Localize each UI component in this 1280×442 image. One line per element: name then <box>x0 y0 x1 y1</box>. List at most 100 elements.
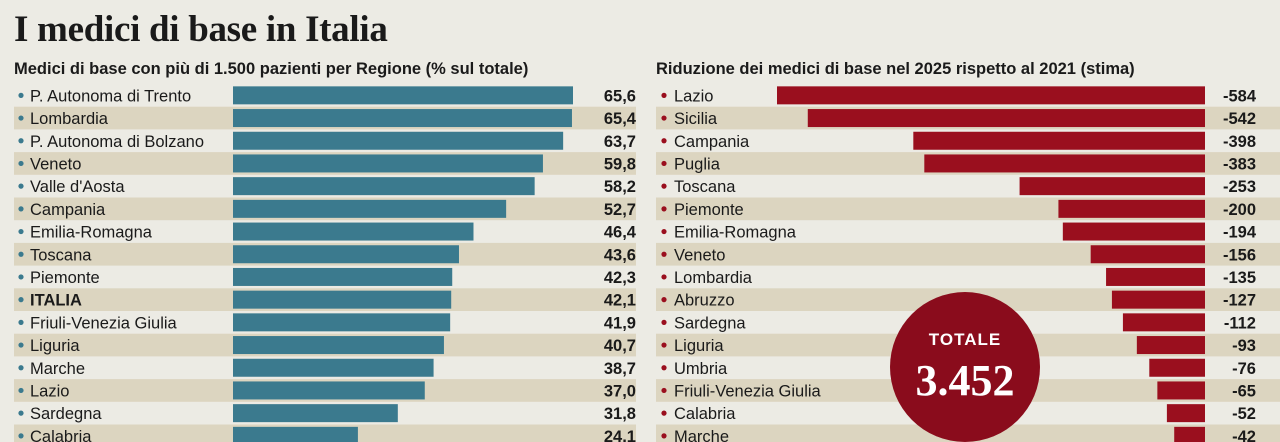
bar <box>1122 313 1205 332</box>
bullet-dot <box>661 387 667 394</box>
value-label: -42 <box>1232 428 1256 442</box>
value-label: 42,1 <box>604 292 636 310</box>
value-label: -584 <box>1223 87 1257 105</box>
value-label: 52,7 <box>604 201 636 219</box>
bar <box>1157 381 1205 400</box>
bullet-dot <box>661 206 667 212</box>
bar <box>233 177 535 196</box>
bar <box>1166 404 1205 423</box>
bullet-dot <box>18 251 24 257</box>
category-label: Toscana <box>674 178 736 196</box>
bar <box>233 358 434 377</box>
bullet-dot <box>661 319 667 325</box>
bullet-dot <box>18 92 24 98</box>
bar <box>233 199 507 218</box>
category-label: Puglia <box>674 155 721 173</box>
category-label: Lazio <box>674 87 713 105</box>
bar <box>233 245 459 264</box>
value-label: -112 <box>1224 314 1256 332</box>
category-label: Veneto <box>30 155 81 173</box>
category-label: Marche <box>674 428 729 442</box>
category-label: P. Autonoma di Trento <box>30 87 191 105</box>
bullet-dot <box>18 433 24 439</box>
bar <box>233 222 474 241</box>
bar <box>777 86 1205 105</box>
value-label: 46,4 <box>604 224 637 242</box>
bullet-dot <box>661 342 667 348</box>
category-label: Campania <box>674 133 750 151</box>
bar <box>233 313 451 332</box>
value-label: -542 <box>1223 110 1256 128</box>
category-label: Calabria <box>30 428 92 442</box>
bar <box>233 336 444 355</box>
total-value: 3.452 <box>915 356 1015 405</box>
bullet-dot <box>18 342 24 348</box>
category-label: Marche <box>30 360 85 378</box>
value-label: -76 <box>1232 360 1256 378</box>
value-label: -194 <box>1223 224 1257 242</box>
bar <box>1111 290 1205 309</box>
bullet-dot <box>18 297 24 303</box>
bar <box>233 290 452 309</box>
category-label: Lazio <box>30 382 69 400</box>
category-label: ITALIA <box>30 292 82 310</box>
bullet-dot <box>661 410 667 416</box>
bar <box>233 426 358 442</box>
category-label: Lombardia <box>30 110 109 128</box>
category-label: Sardegna <box>674 314 746 332</box>
total-badge: TOTALE 3.452 <box>890 292 1040 442</box>
value-label: -253 <box>1223 178 1256 196</box>
category-label: Toscana <box>30 246 92 264</box>
bullet-dot <box>661 138 667 144</box>
value-label: 65,6 <box>604 87 636 105</box>
value-label: 40,7 <box>604 337 636 355</box>
bar <box>1136 336 1205 355</box>
page-title: I medici di base in Italia <box>14 9 388 50</box>
category-label: Umbria <box>674 360 728 378</box>
value-label: -65 <box>1232 382 1256 400</box>
category-label: Abruzzo <box>674 292 735 310</box>
category-label: Sardegna <box>30 405 102 423</box>
bullet-dot <box>18 206 24 212</box>
bullet-dot <box>661 251 667 257</box>
value-label: 65,4 <box>604 110 637 128</box>
patients-bar-chart: P. Autonoma di Trento 65,6 Lombardia 65,4 P.… <box>14 86 637 442</box>
bar <box>1106 267 1205 286</box>
value-label: -127 <box>1223 292 1256 310</box>
category-label: Campania <box>30 201 106 219</box>
category-label: Lombardia <box>674 269 753 287</box>
value-label: 43,6 <box>604 246 636 264</box>
category-label: Emilia-Romagna <box>30 224 153 242</box>
category-label: Piemonte <box>674 201 744 219</box>
bullet-dot <box>18 365 24 371</box>
value-label: -383 <box>1223 155 1256 173</box>
bullet-dot <box>18 183 24 189</box>
right-chart-title: Riduzione dei medici di base nel 2025 ri… <box>656 60 1135 78</box>
reduction-bar-chart: Lazio -584 Sicilia -542 Campania -398 Puglia -3… <box>656 86 1280 442</box>
category-label: Liguria <box>674 337 724 355</box>
value-label: -156 <box>1223 246 1256 264</box>
bar <box>924 154 1205 173</box>
left-chart-title: Medici di base con più di 1.500 pazienti… <box>14 60 529 78</box>
value-label: 63,7 <box>604 133 636 151</box>
category-label: Emilia-Romagna <box>674 224 797 242</box>
bar <box>1058 199 1205 218</box>
bullet-dot <box>18 387 24 394</box>
value-label: 59,8 <box>604 155 636 173</box>
bullet-dot <box>661 274 667 280</box>
bar <box>233 381 425 400</box>
bullet-dot <box>18 160 24 167</box>
bullet-dot <box>661 365 667 371</box>
value-label: 38,7 <box>604 360 636 378</box>
bar <box>913 131 1205 150</box>
bar <box>233 154 543 173</box>
bullet-dot <box>18 138 24 144</box>
category-label: Friuli-Venezia Giulia <box>674 382 822 400</box>
bar <box>233 267 453 286</box>
total-label: TOTALE <box>928 330 1002 349</box>
bullet-dot <box>661 183 667 189</box>
value-label: 58,2 <box>604 178 636 196</box>
value-label: 24,1 <box>604 428 636 442</box>
bar <box>233 131 564 150</box>
bullet-dot <box>661 160 667 167</box>
